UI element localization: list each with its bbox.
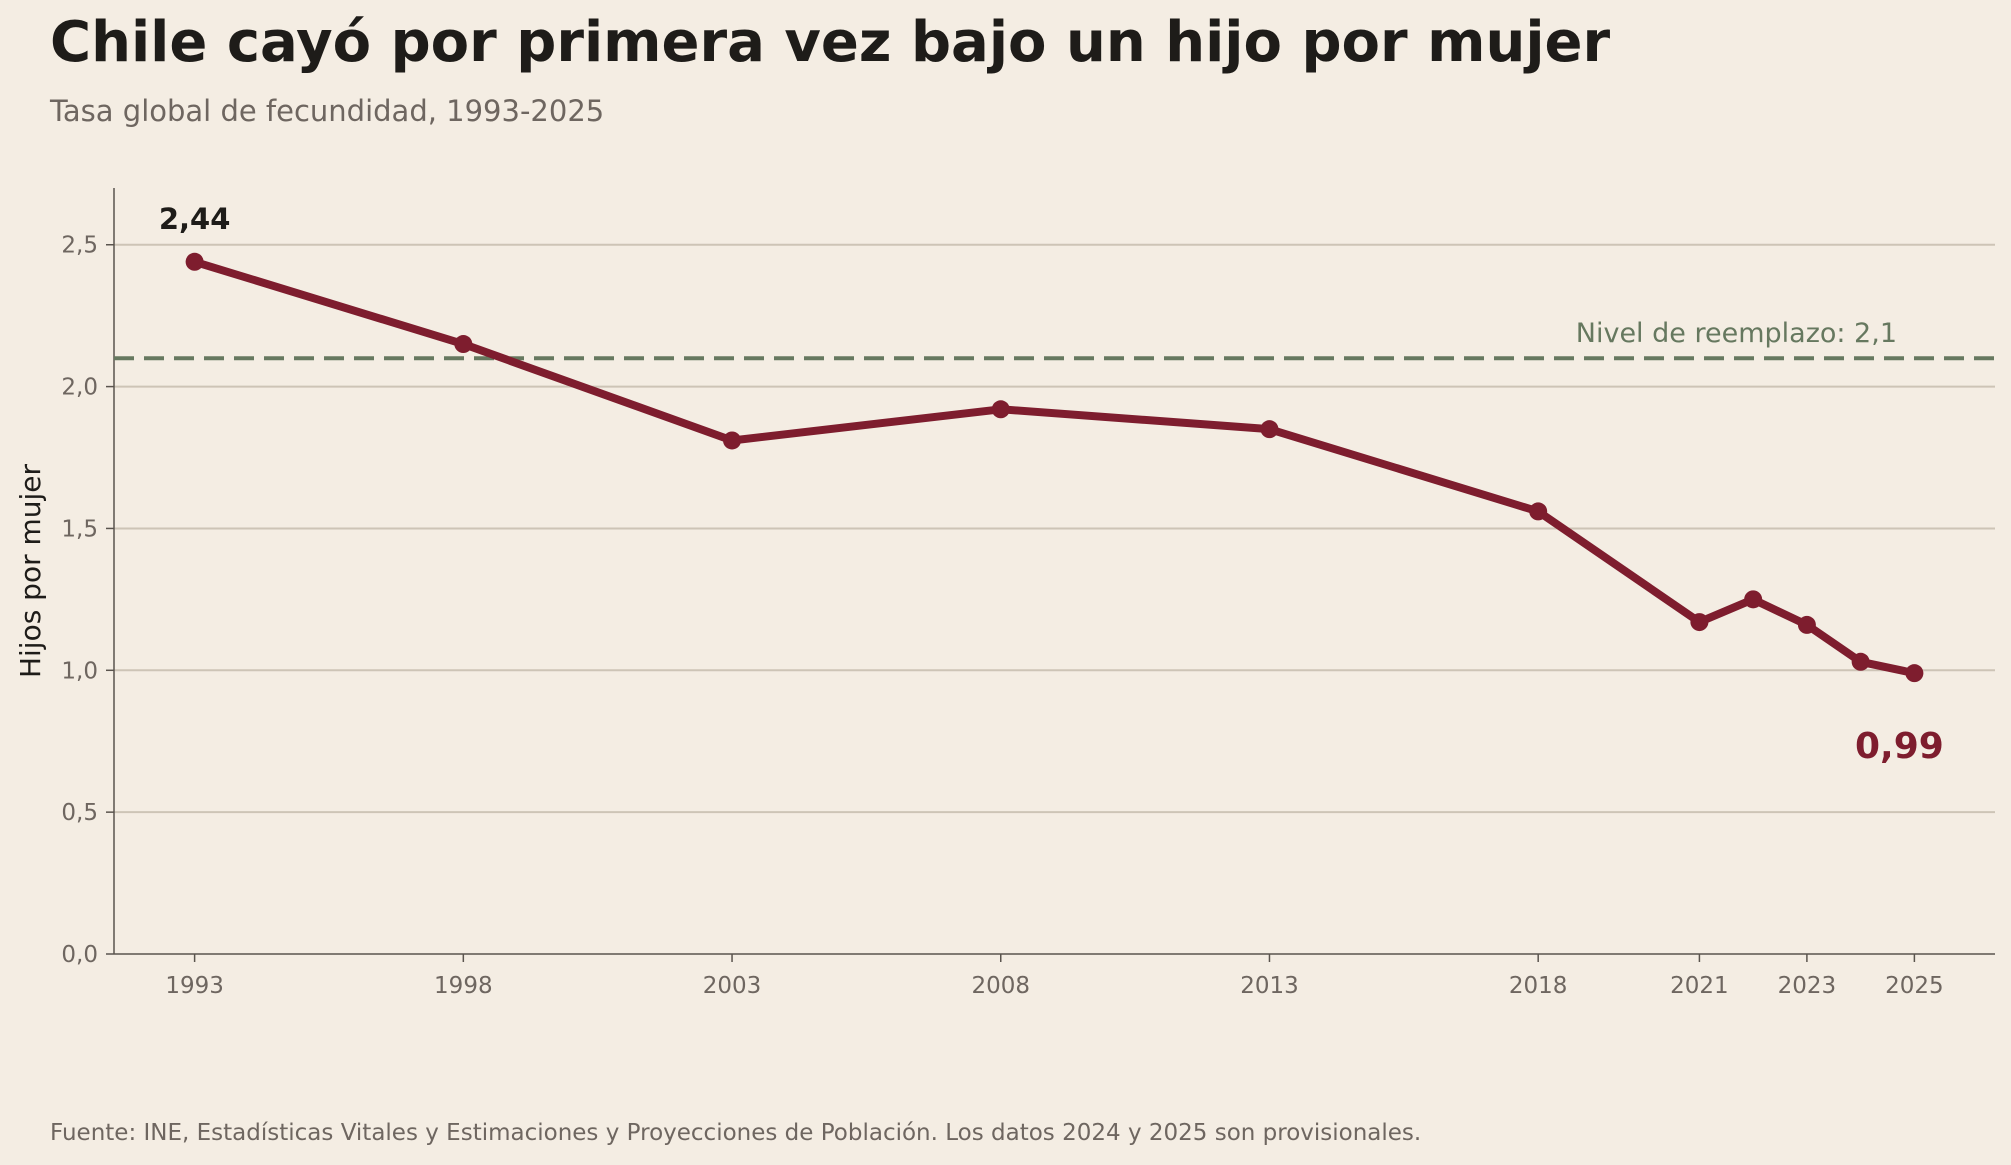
x-tick-label: 2018 [1509, 973, 1568, 999]
y-tick-label: 2,0 [61, 375, 98, 401]
data-point [1260, 420, 1279, 439]
source-note: Fuente: INE, Estadísticas Vitales y Esti… [50, 1120, 1422, 1146]
data-point [1797, 615, 1816, 634]
data-point [1744, 590, 1763, 609]
y-tick-label: 0,0 [61, 942, 98, 968]
data-point [1690, 613, 1709, 632]
gridlines [114, 243, 1995, 814]
chart-title: Chile cayó por primera vez bajo un hijo … [50, 10, 1611, 75]
x-tick-label: 2013 [1240, 973, 1299, 999]
start-value-label: 2,44 [159, 202, 231, 236]
data-point [1529, 502, 1548, 521]
data-point [454, 335, 473, 354]
axes: 0,0 0,5 1,0 1,5 2,0 2,5 1993 1998 2003 2008 2013 20… [14, 188, 1995, 999]
replacement-level: Nivel de reemplazo: 2,1 [114, 318, 1995, 361]
data-point [723, 431, 742, 450]
y-tick-label: 1,5 [61, 516, 98, 542]
x-tick-label: 2008 [971, 973, 1030, 999]
chart-subtitle: Tasa global de fecundidad, 1993-2025 [50, 94, 605, 128]
data-point [1905, 664, 1924, 683]
annotations: 2,44 0,99 [159, 202, 1944, 767]
x-tick-label: 2021 [1670, 973, 1729, 999]
y-tick-label: 1,0 [61, 658, 98, 684]
y-tick-label: 0,5 [61, 800, 98, 826]
data-point [185, 252, 204, 271]
x-tick-label: 1998 [434, 973, 493, 999]
x-tick-label: 2003 [703, 973, 762, 999]
end-value-label: 0,99 [1855, 726, 1944, 767]
x-tick-label: 2023 [1778, 973, 1837, 999]
x-tick-label: 1993 [165, 973, 224, 999]
data-point [991, 400, 1010, 419]
x-tick-label: 2025 [1885, 973, 1944, 999]
replacement-label: Nivel de reemplazo: 2,1 [1576, 318, 1897, 349]
data-point [1851, 652, 1870, 671]
series-tgf [185, 252, 1924, 683]
y-axis-title: Hijos por mujer [14, 463, 47, 678]
y-tick-label: 2,5 [61, 233, 98, 259]
